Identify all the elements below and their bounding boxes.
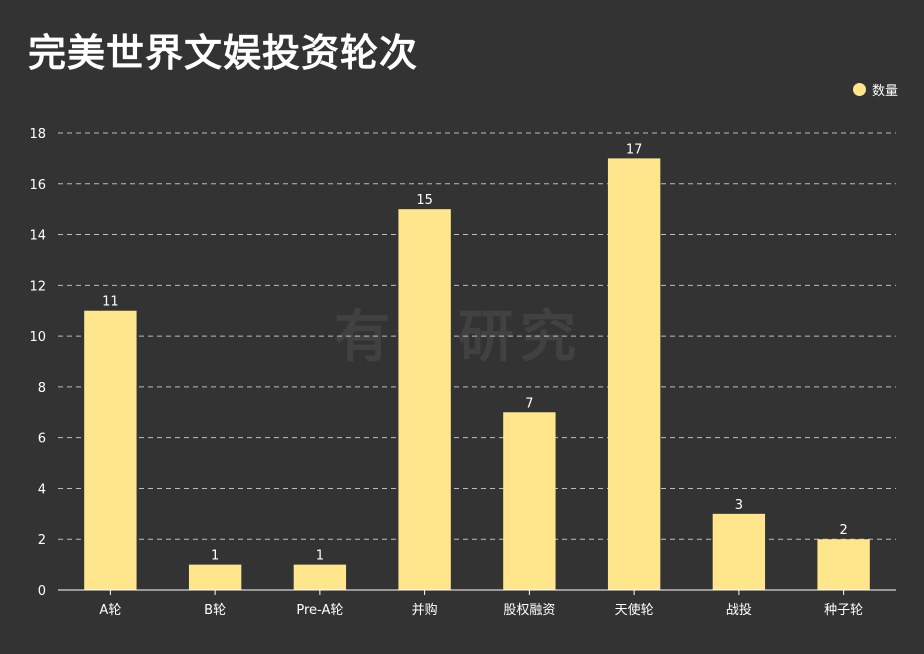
- bar[interactable]: [503, 412, 556, 590]
- data-label: 2: [839, 523, 847, 538]
- y-axis-ticks: 0 2 4 6 8 10 12 14 16 18: [29, 127, 46, 599]
- y-tick-label: 10: [29, 330, 46, 345]
- bar[interactable]: [817, 539, 870, 590]
- y-tick-label: 6: [38, 432, 46, 447]
- data-label: 1: [211, 549, 219, 564]
- data-label: 15: [416, 193, 433, 208]
- x-tick-label: A轮: [99, 603, 121, 618]
- bar[interactable]: [84, 310, 137, 590]
- y-tick-label: 8: [38, 381, 46, 396]
- watermark: 有赞研究: [334, 305, 582, 370]
- bar[interactable]: [188, 564, 242, 590]
- y-tick-label: 12: [29, 279, 46, 294]
- data-label: 7: [525, 396, 533, 411]
- bar[interactable]: [293, 564, 347, 590]
- x-tick-label: 股权融资: [503, 602, 555, 618]
- data-label: 3: [735, 498, 743, 513]
- x-tick-label: B轮: [204, 603, 226, 618]
- x-tick-label: 并购: [412, 602, 438, 618]
- gridlines: [58, 132, 896, 540]
- legend-marker-icon: [852, 83, 866, 96]
- y-tick-label: 0: [38, 584, 46, 599]
- x-axis: A轮 B轮 Pre-A轮 并购 股权融资 天使轮 战投 种子轮: [58, 589, 896, 618]
- bar[interactable]: [398, 209, 451, 590]
- x-tick-label: 战投: [726, 602, 752, 618]
- y-tick-label: 2: [38, 533, 46, 548]
- bar[interactable]: [607, 158, 661, 590]
- legend[interactable]: 数量: [852, 80, 898, 99]
- data-label: 11: [102, 295, 119, 310]
- chart-title: 完美世界文娱投资轮次: [28, 31, 419, 75]
- y-tick-label: 4: [38, 482, 46, 497]
- y-tick-label: 16: [29, 178, 46, 193]
- x-tick-label: 种子轮: [824, 603, 863, 618]
- legend-label: 数量: [871, 84, 898, 99]
- y-tick-label: 18: [29, 127, 46, 142]
- x-tick-label: Pre-A轮: [296, 603, 343, 618]
- y-tick-label: 14: [29, 229, 46, 244]
- bar[interactable]: [712, 513, 766, 590]
- data-label: 1: [316, 549, 324, 564]
- x-tick-label: 天使轮: [615, 602, 654, 618]
- bars: [84, 158, 870, 590]
- data-label: 17: [626, 142, 643, 157]
